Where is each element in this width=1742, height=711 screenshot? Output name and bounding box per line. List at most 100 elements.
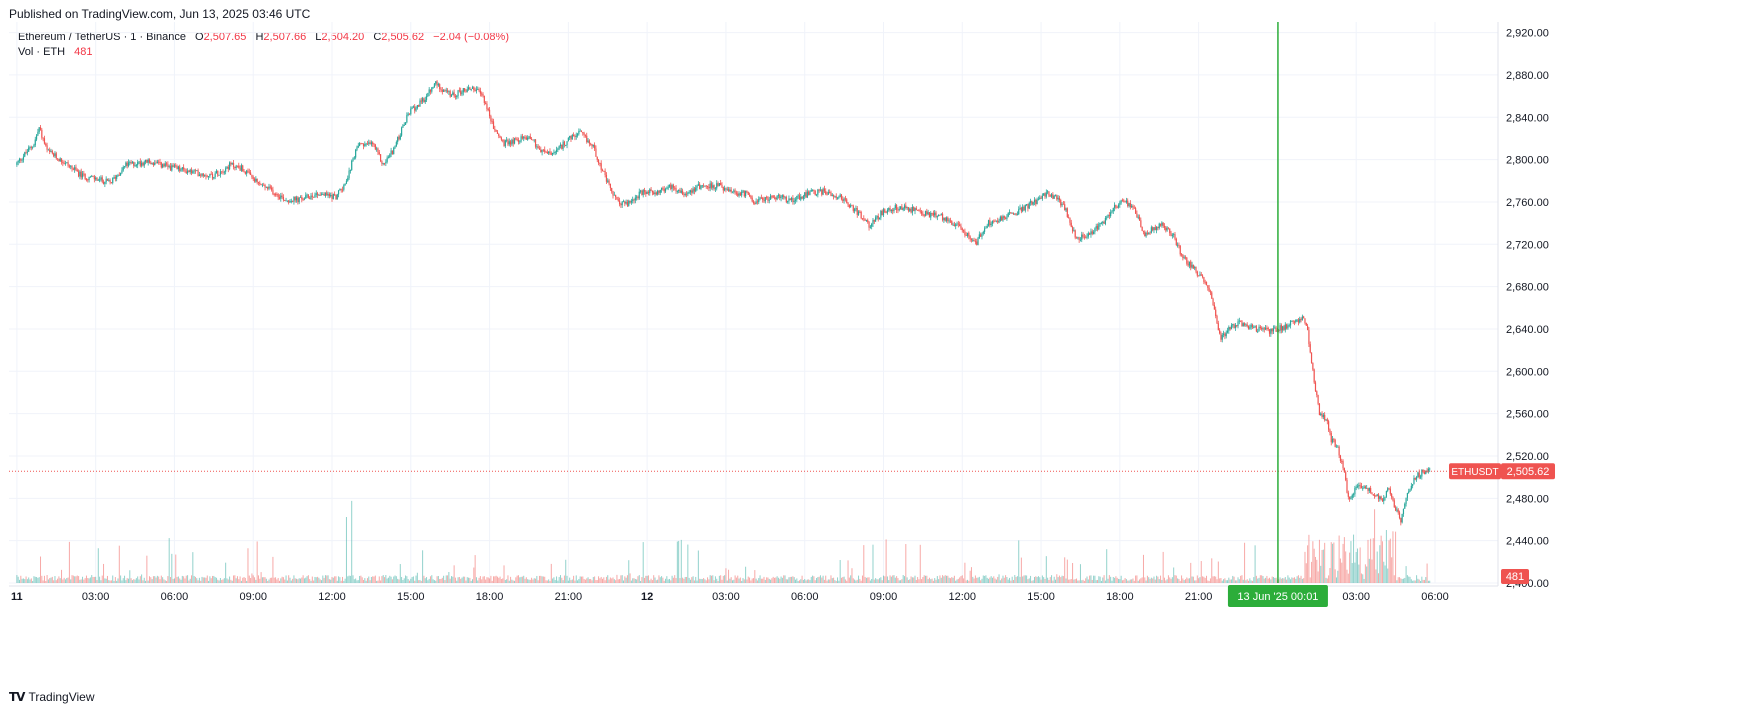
volume-bar bbox=[135, 578, 137, 583]
candle bbox=[292, 201, 294, 202]
volume-bar bbox=[628, 560, 630, 583]
candle bbox=[587, 140, 589, 143]
volume-bar bbox=[226, 578, 228, 583]
candle bbox=[99, 179, 101, 181]
volume-bar bbox=[152, 576, 154, 583]
volume-bar bbox=[80, 579, 82, 583]
candle bbox=[1247, 326, 1250, 329]
candle bbox=[1373, 495, 1376, 497]
volume-bar bbox=[214, 577, 216, 583]
volume-bar bbox=[960, 576, 962, 583]
volume-bar bbox=[1362, 574, 1364, 583]
volume-bar bbox=[347, 576, 349, 583]
volume-bar bbox=[599, 578, 601, 583]
volume-bar bbox=[390, 576, 392, 583]
candle bbox=[769, 195, 772, 200]
volume-bar bbox=[87, 578, 89, 583]
volume-bar bbox=[1270, 579, 1272, 583]
candle bbox=[125, 162, 127, 167]
volume-bar bbox=[256, 541, 258, 583]
candle bbox=[873, 219, 875, 222]
candle bbox=[448, 91, 450, 93]
candle bbox=[150, 162, 152, 164]
volume-bar bbox=[55, 580, 57, 583]
volume-bar bbox=[559, 575, 561, 583]
volume-bar bbox=[57, 578, 59, 583]
volume-bar bbox=[995, 579, 997, 583]
candle bbox=[1087, 233, 1089, 237]
candle bbox=[247, 170, 249, 172]
volume-bar bbox=[29, 579, 31, 583]
candle bbox=[1271, 328, 1273, 332]
volume-bar bbox=[805, 580, 807, 583]
candle bbox=[1410, 485, 1412, 490]
candle bbox=[77, 171, 80, 177]
candle bbox=[175, 165, 177, 167]
volume-bar bbox=[1242, 579, 1244, 583]
candle bbox=[597, 159, 600, 164]
candle bbox=[953, 224, 955, 227]
candle bbox=[268, 186, 270, 189]
candle bbox=[32, 146, 34, 148]
volume-bar bbox=[131, 580, 133, 583]
candle bbox=[1129, 203, 1131, 208]
candle bbox=[1010, 212, 1012, 214]
symbol-title[interactable]: Ethereum / TetherUS · 1 · Binance bbox=[18, 31, 186, 43]
volume-bar bbox=[682, 577, 684, 583]
volume-bar bbox=[900, 580, 902, 583]
candle bbox=[511, 139, 513, 145]
volume-bar bbox=[806, 579, 808, 583]
volume-bar bbox=[1379, 545, 1381, 583]
volume-bar bbox=[193, 575, 195, 583]
volume-bar bbox=[1387, 568, 1389, 583]
volume-bar bbox=[41, 575, 43, 583]
candle bbox=[1057, 197, 1059, 200]
volume-label[interactable]: Vol · ETH bbox=[18, 46, 66, 58]
candle bbox=[591, 144, 593, 147]
volume-bar bbox=[1265, 577, 1267, 583]
volume-bar bbox=[1296, 576, 1298, 583]
volume-bar bbox=[403, 578, 405, 583]
candle bbox=[1346, 479, 1348, 493]
volume-bar bbox=[957, 578, 959, 583]
volume-bar bbox=[699, 578, 701, 583]
candle bbox=[1354, 488, 1356, 495]
volume-bar bbox=[889, 575, 891, 583]
volume-bar bbox=[365, 580, 367, 583]
candle bbox=[691, 190, 693, 193]
volume-bar bbox=[762, 578, 764, 583]
candle bbox=[1024, 204, 1026, 211]
volume-bar bbox=[834, 580, 836, 583]
candle bbox=[257, 182, 260, 183]
candle bbox=[289, 201, 291, 203]
volume-bar bbox=[280, 578, 282, 583]
candle bbox=[617, 199, 619, 201]
volume-bar bbox=[99, 576, 101, 583]
candle bbox=[706, 185, 709, 187]
candle bbox=[555, 149, 558, 153]
candle bbox=[798, 195, 801, 200]
volume-bar bbox=[964, 562, 966, 583]
candle bbox=[1225, 332, 1227, 337]
volume-bar bbox=[574, 580, 576, 583]
candle bbox=[1053, 195, 1055, 199]
candle bbox=[864, 219, 866, 221]
candle bbox=[234, 166, 236, 169]
candle bbox=[1179, 245, 1181, 255]
candle bbox=[538, 148, 541, 150]
candle bbox=[1368, 488, 1370, 491]
volume-bar bbox=[796, 578, 798, 583]
candle bbox=[121, 170, 123, 173]
volume-bar bbox=[277, 577, 279, 583]
candle bbox=[537, 146, 539, 149]
volume-bar bbox=[756, 580, 758, 583]
volume-bar bbox=[859, 578, 861, 583]
footer-brand[interactable]: 𝗧𝗩 TradingView bbox=[9, 690, 95, 704]
candle bbox=[1091, 231, 1093, 234]
candle bbox=[479, 90, 481, 94]
volume-bar bbox=[939, 575, 941, 583]
candle bbox=[92, 176, 94, 178]
candle bbox=[713, 185, 715, 190]
candle bbox=[855, 208, 857, 210]
